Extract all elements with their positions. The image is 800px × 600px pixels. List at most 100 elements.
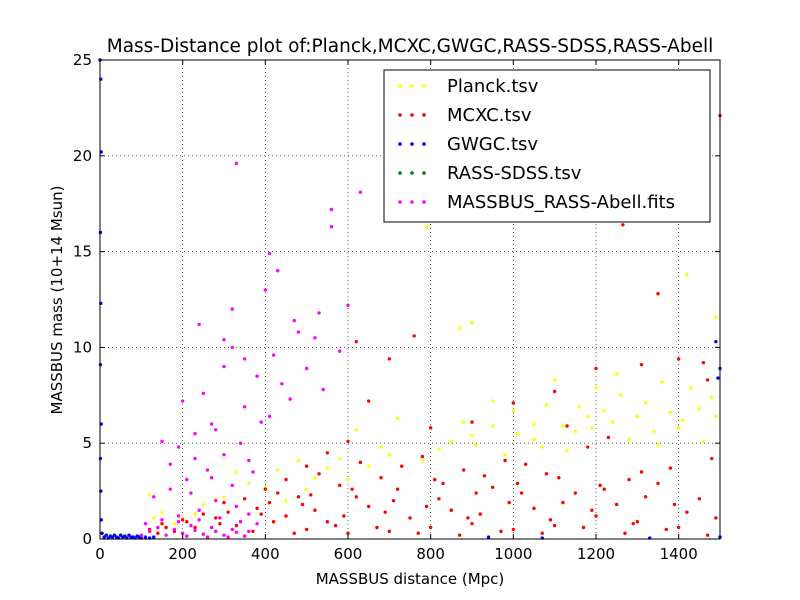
point-mcxc-tsv	[482, 474, 487, 478]
point-planck-tsv	[532, 422, 536, 426]
point-planck-tsv	[676, 426, 681, 430]
point-massbus-rass-abell-fits	[218, 516, 222, 520]
legend-label-rass-sdss-tsv: RASS-SDSS.tsv	[447, 163, 582, 184]
point-planck-tsv	[573, 430, 578, 434]
point-mcxc-tsv	[226, 510, 230, 514]
point-massbus-rass-abell-fits	[313, 336, 317, 340]
point-mcxc-tsv	[586, 445, 590, 449]
point-mcxc-tsv	[705, 378, 710, 382]
point-planck-tsv	[710, 395, 714, 399]
point-mcxc-tsv	[263, 487, 268, 491]
point-mcxc-tsv	[255, 506, 259, 511]
point-massbus-rass-abell-fits	[242, 534, 247, 538]
point-mcxc-tsv	[304, 527, 309, 532]
point-planck-tsv	[276, 468, 280, 472]
point-massbus-rass-abell-fits	[226, 535, 230, 539]
point-massbus-rass-abell-fits	[176, 445, 181, 449]
point-mcxc-tsv	[466, 516, 470, 520]
legend-marker-mcxc-tsv	[398, 113, 402, 117]
point-massbus-rass-abell-fits	[267, 251, 272, 256]
point-mcxc-tsv	[441, 481, 445, 486]
x-axis-label: MASSBUS distance (Mpc)	[316, 570, 505, 588]
point-massbus-rass-abell-fits	[147, 529, 152, 534]
point-planck-tsv	[437, 447, 441, 451]
point-massbus-rass-abell-fits	[230, 307, 234, 311]
point-massbus-rass-abell-fits	[205, 535, 210, 539]
point-mcxc-tsv	[350, 487, 354, 491]
point-planck-tsv	[652, 430, 656, 434]
point-massbus-rass-abell-fits	[238, 441, 243, 445]
point-mcxc-tsv	[387, 357, 392, 361]
point-gwgc-tsv	[714, 339, 718, 344]
point-mcxc-tsv	[300, 502, 305, 507]
x-tick-label: 1400	[660, 545, 698, 563]
point-planck-tsv	[685, 272, 689, 277]
point-massbus-rass-abell-fits	[160, 439, 164, 443]
point-mcxc-tsv	[420, 454, 425, 459]
point-planck-tsv	[346, 477, 350, 482]
point-mcxc-tsv	[685, 510, 689, 514]
point-mcxc-tsv	[424, 504, 429, 509]
legend-marker-rass-sdss-tsv	[410, 171, 414, 175]
point-mcxc-tsv	[639, 470, 644, 474]
point-mcxc-tsv	[164, 525, 168, 530]
point-mcxc-tsv	[606, 435, 611, 440]
point-massbus-rass-abell-fits	[280, 382, 284, 386]
point-planck-tsv	[668, 410, 673, 415]
point-massbus-rass-abell-fits	[288, 397, 292, 401]
point-massbus-rass-abell-fits	[234, 504, 239, 509]
point-massbus-rass-abell-fits	[180, 531, 185, 535]
legend-marker-planck-tsv	[410, 84, 414, 88]
y-tick-label: 25	[73, 51, 92, 69]
point-mcxc-tsv	[590, 508, 594, 512]
point-mcxc-tsv	[222, 500, 226, 505]
x-tick-label: 200	[168, 545, 197, 563]
point-mcxc-tsv	[631, 521, 635, 526]
point-mcxc-tsv	[428, 426, 433, 430]
point-massbus-rass-abell-fits	[271, 353, 276, 357]
point-mcxc-tsv	[333, 523, 338, 528]
point-planck-tsv	[474, 443, 478, 447]
point-mcxc-tsv	[433, 477, 437, 482]
point-massbus-rass-abell-fits	[234, 161, 239, 166]
point-massbus-rass-abell-fits	[214, 498, 218, 503]
point-mcxc-tsv	[515, 481, 520, 486]
point-massbus-rass-abell-fits	[222, 338, 226, 342]
y-tick-label: 10	[73, 338, 92, 356]
point-planck-tsv	[160, 510, 164, 514]
point-massbus-rass-abell-fits	[176, 514, 181, 518]
point-massbus-rass-abell-fits	[168, 462, 172, 466]
y-tick-label: 20	[73, 147, 92, 165]
point-mcxc-tsv	[201, 512, 206, 516]
point-gwgc-tsv	[100, 531, 104, 535]
legend-marker-mcxc-tsv	[410, 113, 414, 117]
point-massbus-rass-abell-fits	[346, 303, 350, 307]
point-planck-tsv	[284, 498, 288, 503]
point-massbus-rass-abell-fits	[201, 532, 206, 536]
point-mcxc-tsv	[470, 521, 474, 526]
point-mcxc-tsv	[524, 462, 528, 466]
point-massbus-rass-abell-fits	[222, 533, 226, 537]
point-mcxc-tsv	[503, 458, 507, 463]
point-mcxc-tsv	[594, 514, 598, 518]
point-planck-tsv	[147, 493, 152, 497]
point-mcxc-tsv	[317, 472, 321, 476]
legend-marker-massbus-rass-abell-fits	[398, 200, 402, 204]
point-mcxc-tsv	[251, 529, 255, 534]
legend-label-gwgc-tsv: GWGC.tsv	[447, 134, 538, 155]
point-gwgc-tsv	[152, 535, 156, 539]
point-mcxc-tsv	[180, 518, 185, 522]
x-tick-label: 800	[416, 545, 445, 563]
legend-marker-planck-tsv	[422, 84, 426, 88]
point-mcxc-tsv	[416, 531, 420, 535]
y-tick-label: 5	[82, 434, 92, 452]
point-planck-tsv	[681, 418, 685, 422]
point-massbus-rass-abell-fits	[214, 529, 218, 534]
point-planck-tsv	[379, 445, 383, 449]
point-planck-tsv	[449, 439, 454, 443]
y-tick-label: 15	[73, 243, 92, 261]
point-mcxc-tsv	[635, 520, 640, 524]
point-mcxc-tsv	[309, 493, 313, 497]
point-planck-tsv	[193, 512, 197, 516]
y-axis-label: MASSBUS mass (10+14 Msun)	[48, 186, 66, 415]
